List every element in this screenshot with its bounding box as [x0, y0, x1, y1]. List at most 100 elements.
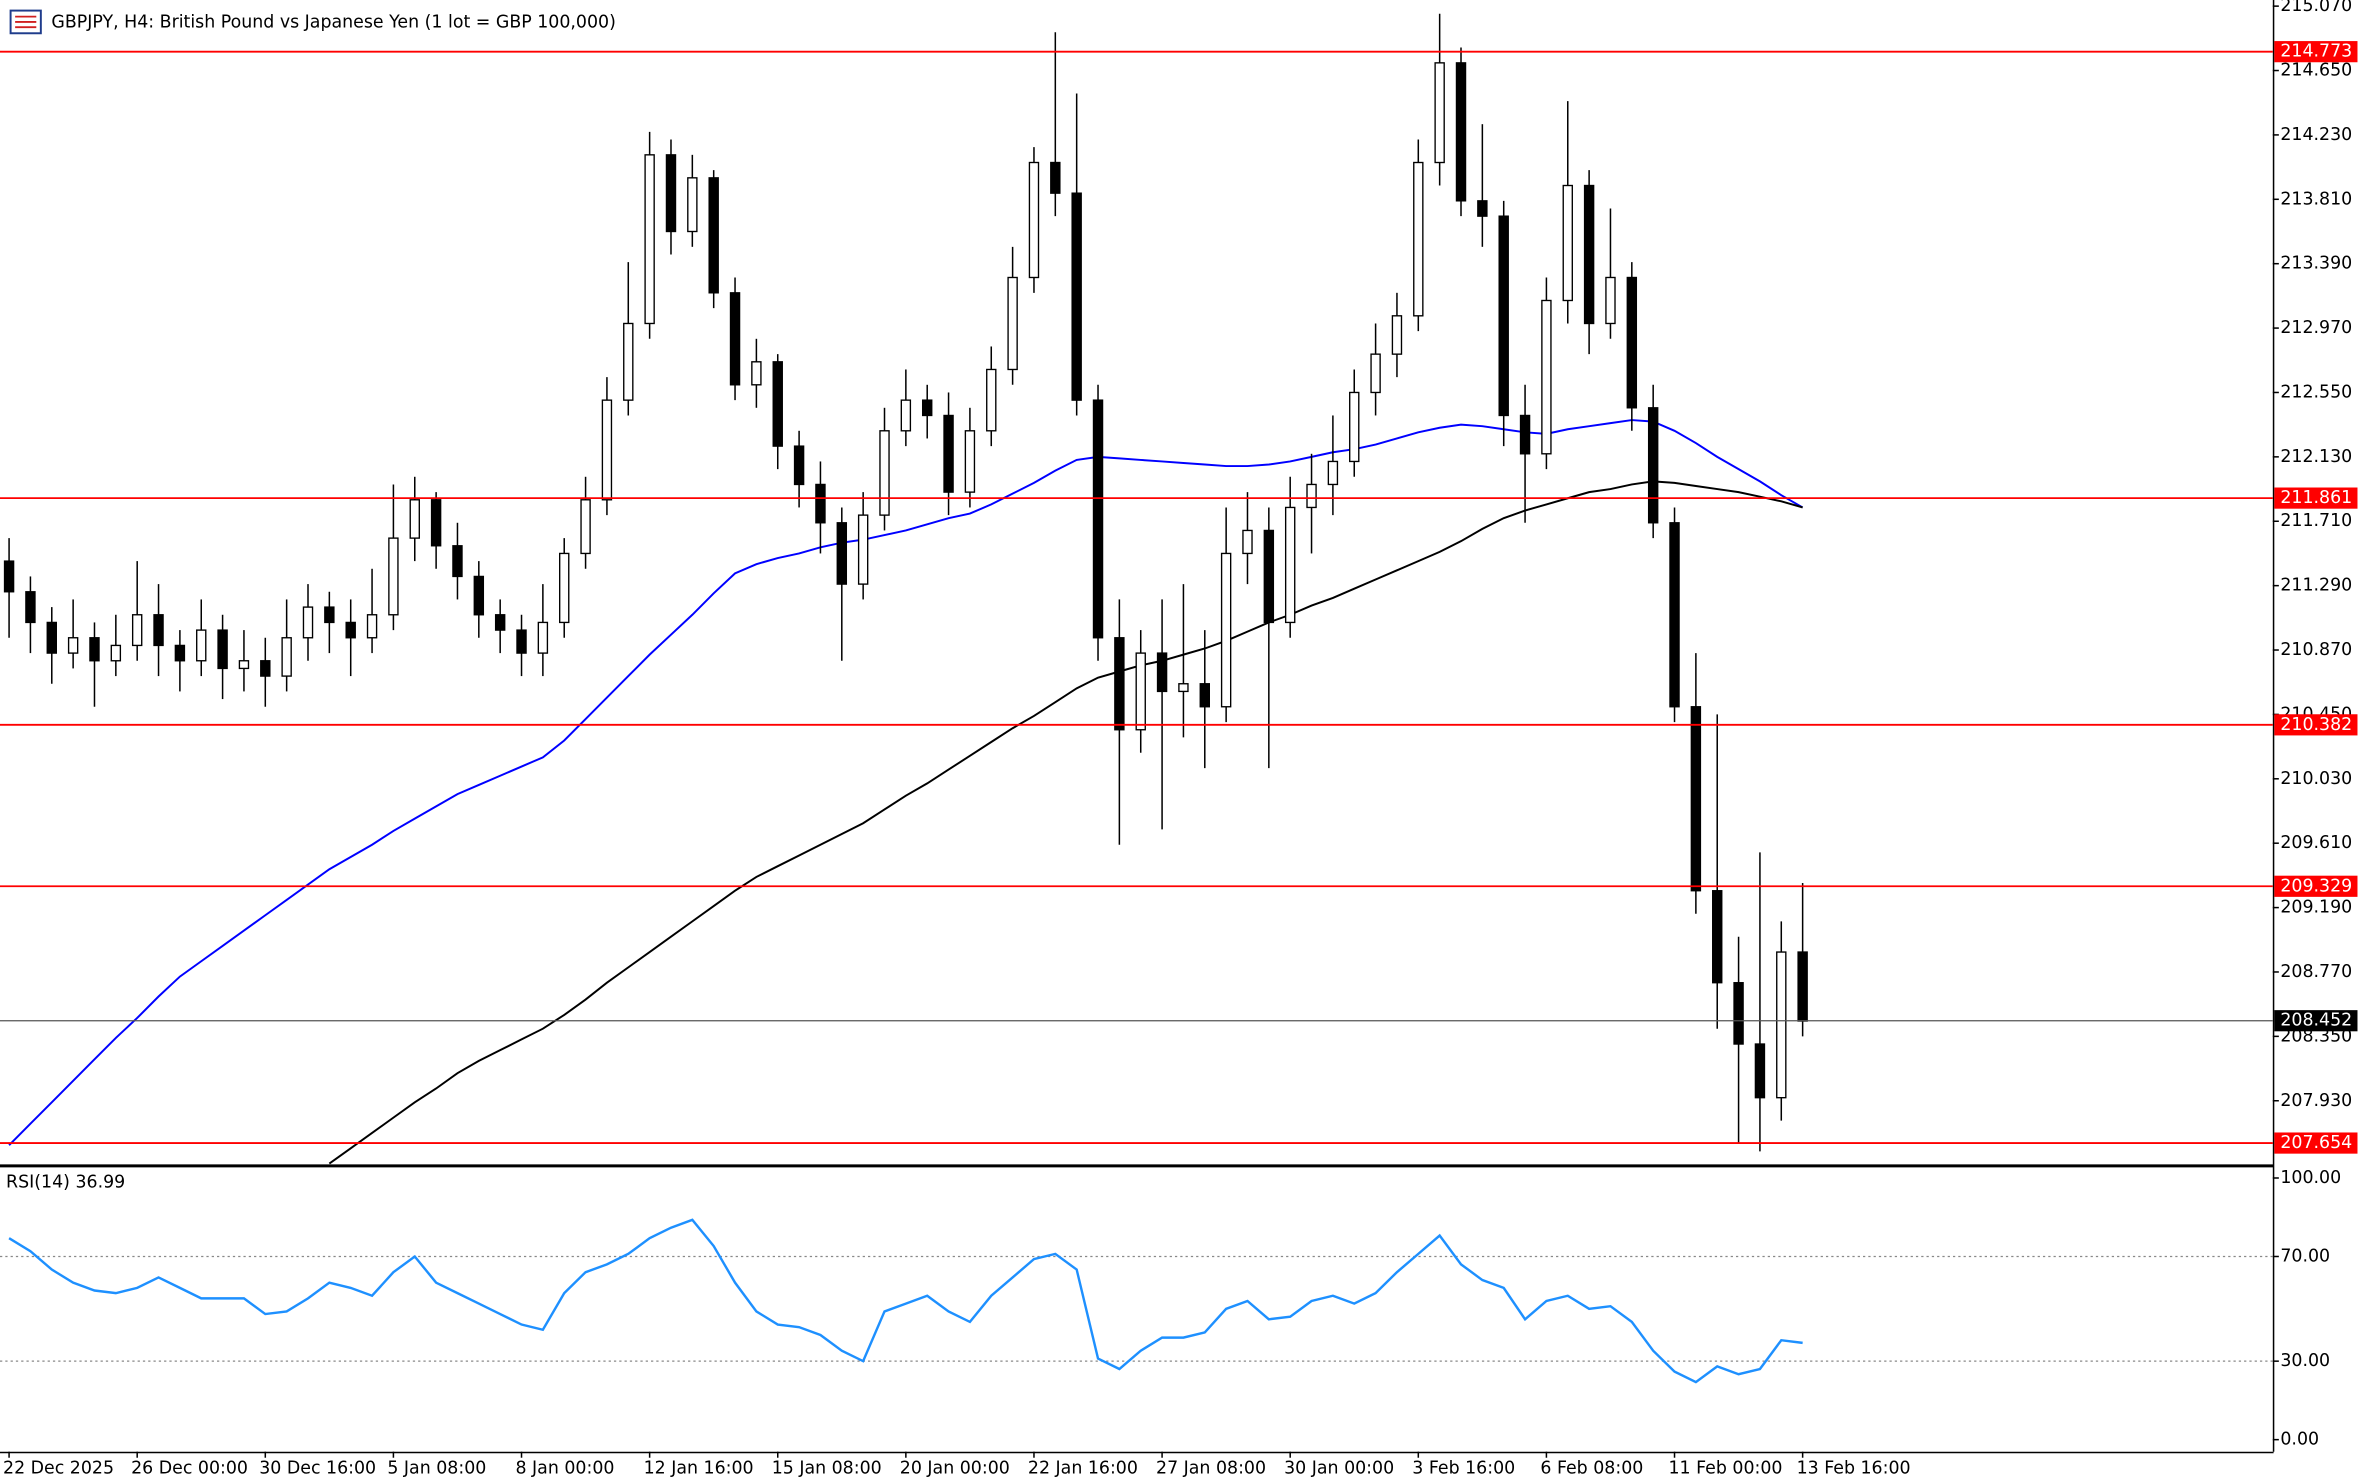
y-tick-label: 211.290: [2280, 576, 2352, 596]
x-tick-label: 30 Jan 00:00: [1284, 1458, 1394, 1478]
candle-body: [1477, 200, 1488, 217]
y-tick-label: 213.810: [2280, 189, 2352, 209]
candle-body: [324, 606, 335, 624]
moving-average: [328, 480, 1803, 1165]
level-label: 210.382: [2280, 715, 2352, 735]
candle-body: [452, 545, 463, 578]
y-tick-label: 211.710: [2280, 511, 2352, 531]
candle-body: [430, 499, 442, 547]
level-label: 207.654: [2280, 1133, 2352, 1153]
candle-body: [1050, 161, 1061, 194]
y-tick-label: 100.00: [2280, 1168, 2341, 1188]
candle-body: [1498, 215, 1509, 417]
y-tick-label: 30.00: [2280, 1351, 2330, 1371]
y-tick-label: 214.230: [2280, 125, 2352, 145]
candle-body: [729, 292, 741, 386]
y-tick-label: 208.770: [2280, 962, 2352, 982]
candle-body: [1092, 399, 1104, 639]
candle-body: [559, 552, 570, 624]
x-tick-label: 26 Dec 00:00: [131, 1458, 248, 1478]
candle-body: [1242, 529, 1253, 555]
candle-body: [1370, 353, 1381, 394]
x-tick-label: 20 Jan 00:00: [900, 1458, 1010, 1478]
level-label: 214.773: [2280, 42, 2352, 62]
candle-body: [1712, 890, 1723, 984]
candle-body: [836, 522, 848, 585]
x-tick-label: 8 Jan 00:00: [515, 1458, 614, 1478]
level-box: [2274, 487, 2358, 509]
candle-body: [751, 361, 762, 386]
candle-body: [665, 154, 677, 233]
candle-body: [1626, 276, 1638, 409]
y-tick-label: 207.930: [2280, 1091, 2352, 1111]
candle-body: [1562, 184, 1573, 302]
x-tick-label: 6 Feb 08:00: [1540, 1458, 1643, 1478]
candle-body: [537, 621, 549, 654]
candle-body: [921, 399, 933, 417]
candle-body: [388, 537, 399, 616]
candle-body: [1284, 506, 1296, 624]
candle-body: [1114, 637, 1125, 731]
y-tick-label: 212.970: [2280, 318, 2352, 338]
candle-body: [1263, 529, 1275, 624]
candle-body: [1754, 1043, 1766, 1099]
candle-body: [1669, 522, 1680, 708]
candle-body: [174, 644, 186, 662]
candle-body: [1306, 483, 1317, 509]
y-tick-label: 213.390: [2280, 254, 2352, 274]
level-label: 209.329: [2280, 876, 2352, 896]
candle-body: [89, 637, 100, 662]
y-tick-label: 214.650: [2280, 61, 2352, 81]
candle-body: [25, 591, 36, 624]
level-box: [2274, 1132, 2358, 1154]
candle-body: [1690, 706, 1702, 892]
candle-body: [1178, 683, 1189, 693]
candle-body: [46, 621, 57, 654]
candle-body: [986, 368, 997, 432]
candle-body: [1583, 184, 1595, 325]
candle-body: [1391, 315, 1403, 355]
candle-body: [793, 445, 805, 486]
candle-body: [1327, 460, 1339, 486]
x-tick-label: 22 Dec 2025: [3, 1458, 114, 1478]
candle-body: [1220, 552, 1232, 708]
x-tick-label: 15 Jan 08:00: [772, 1458, 882, 1478]
candle-body: [260, 660, 271, 677]
candle-body: [1028, 161, 1040, 279]
candle-body: [857, 514, 869, 585]
y-tick-label: 212.550: [2280, 382, 2352, 402]
y-tick-label: 209.610: [2280, 833, 2352, 853]
level-box: [2274, 714, 2358, 736]
candle-body: [1413, 161, 1424, 317]
candle-body: [473, 575, 485, 616]
candle-body: [1519, 414, 1531, 455]
candle-body: [900, 399, 912, 432]
candle-body: [494, 614, 506, 631]
current-price-box: [2274, 1010, 2358, 1032]
candle-body: [516, 629, 527, 654]
candle-body: [238, 660, 250, 670]
candle-body: [409, 499, 420, 539]
candle-body: [1434, 62, 1445, 164]
candle-body: [1797, 951, 1808, 1022]
current-price-label: 208.452: [2280, 1011, 2352, 1031]
candle-body: [1071, 192, 1082, 401]
indicator-title: RSI(14) 36.99: [6, 1173, 125, 1193]
candle-body: [601, 399, 613, 501]
candle-body: [1541, 299, 1552, 455]
candle-body: [110, 644, 122, 662]
rsi-line: [8, 1218, 1803, 1384]
x-tick-label: 22 Jan 16:00: [1028, 1458, 1138, 1478]
candle-body: [196, 629, 207, 662]
candle-body: [815, 483, 826, 524]
y-tick-label: 215.070: [2280, 0, 2352, 16]
level-box: [2274, 875, 2358, 897]
candle-body: [879, 430, 890, 516]
y-tick-label: 209.190: [2280, 898, 2352, 918]
y-tick-label: 210.870: [2280, 640, 2352, 660]
x-tick-label: 13 Feb 16:00: [1797, 1458, 1911, 1478]
candle-body: [3, 560, 15, 593]
y-tick-label: 70.00: [2280, 1246, 2330, 1266]
